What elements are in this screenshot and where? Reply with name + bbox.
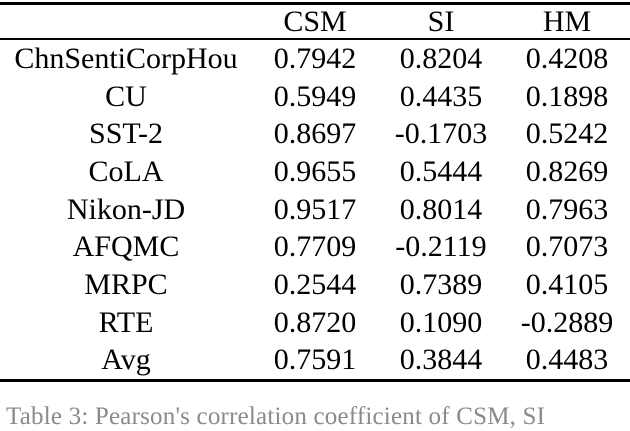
cell-value: 0.1090 <box>399 305 483 339</box>
table-caption: Table 3: Pearson's correlation coefficie… <box>6 403 546 430</box>
cell-value: 0.8014 <box>399 192 483 226</box>
row-label: AFQMC <box>72 230 180 264</box>
cell-value: -0.2889 <box>520 305 614 339</box>
cell-value: 0.4483 <box>525 343 609 377</box>
cell-value: 0.8269 <box>525 154 609 188</box>
table-row: AFQMC 0.7709 -0.2119 0.7073 <box>0 228 630 266</box>
cell-value: 0.8697 <box>273 117 357 151</box>
table-row: SST-2 0.8697 -0.1703 0.5242 <box>0 115 630 153</box>
correlation-table-wrap: CSM SI HM ChnSentiCorpHou 0.7942 0.8204 0.420… <box>0 2 630 383</box>
cell-value: 0.9655 <box>273 154 357 188</box>
header-cell-si: SI <box>378 3 504 40</box>
cell-value: 0.4105 <box>525 267 609 301</box>
row-label: RTE <box>98 305 154 339</box>
row-label: Avg <box>101 343 151 377</box>
table-body: ChnSentiCorpHou 0.7942 0.8204 0.4208 CU 0.594… <box>0 39 630 381</box>
cell-value: 0.4435 <box>399 79 483 113</box>
table-header: CSM SI HM <box>0 3 630 40</box>
cell-value: 0.5949 <box>273 79 357 113</box>
row-label: CU <box>105 79 147 113</box>
table-row: Nikon-JD 0.9517 0.8014 0.7963 <box>0 191 630 229</box>
row-label: CoLA <box>88 154 164 188</box>
cell-value: 0.7389 <box>399 267 483 301</box>
cell-value: 0.5444 <box>399 154 483 188</box>
cell-value: 0.7073 <box>525 230 609 264</box>
row-label: SST-2 <box>89 117 163 151</box>
row-label: Nikon-JD <box>66 192 186 226</box>
header-cell-csm: CSM <box>252 3 378 40</box>
cell-value: 0.7963 <box>525 192 609 226</box>
table-row: RTE 0.8720 0.1090 -0.2889 <box>0 304 630 342</box>
cell-value: 0.4208 <box>525 41 609 75</box>
cell-value: 0.7591 <box>273 343 357 377</box>
cell-value: 0.8720 <box>273 305 357 339</box>
table-row: CoLA 0.9655 0.5444 0.8269 <box>0 153 630 191</box>
row-label: MRPC <box>84 267 168 301</box>
correlation-table: CSM SI HM ChnSentiCorpHou 0.7942 0.8204 0.420… <box>0 2 630 383</box>
cell-value: -0.2119 <box>395 230 487 264</box>
cell-value: 0.2544 <box>273 267 357 301</box>
cell-value: 0.7942 <box>273 41 357 75</box>
table-row: Avg 0.7591 0.3844 0.4483 <box>0 342 630 381</box>
table-row: MRPC 0.2544 0.7389 0.4105 <box>0 266 630 304</box>
cell-value: -0.1703 <box>394 117 488 151</box>
header-cell-empty <box>0 3 252 40</box>
cell-value: 0.5242 <box>525 117 609 151</box>
cell-value: 0.1898 <box>525 79 609 113</box>
table-row: CU 0.5949 0.4435 0.1898 <box>0 78 630 116</box>
cell-value: 0.7709 <box>273 230 357 264</box>
row-label: ChnSentiCorpHou <box>14 41 238 75</box>
cell-value: 0.3844 <box>399 343 483 377</box>
header-row: CSM SI HM <box>0 3 630 40</box>
table-row: ChnSentiCorpHou 0.7942 0.8204 0.4208 <box>0 39 630 78</box>
cell-value: 0.8204 <box>399 41 483 75</box>
header-cell-hm: HM <box>504 3 630 40</box>
cell-value: 0.9517 <box>273 192 357 226</box>
